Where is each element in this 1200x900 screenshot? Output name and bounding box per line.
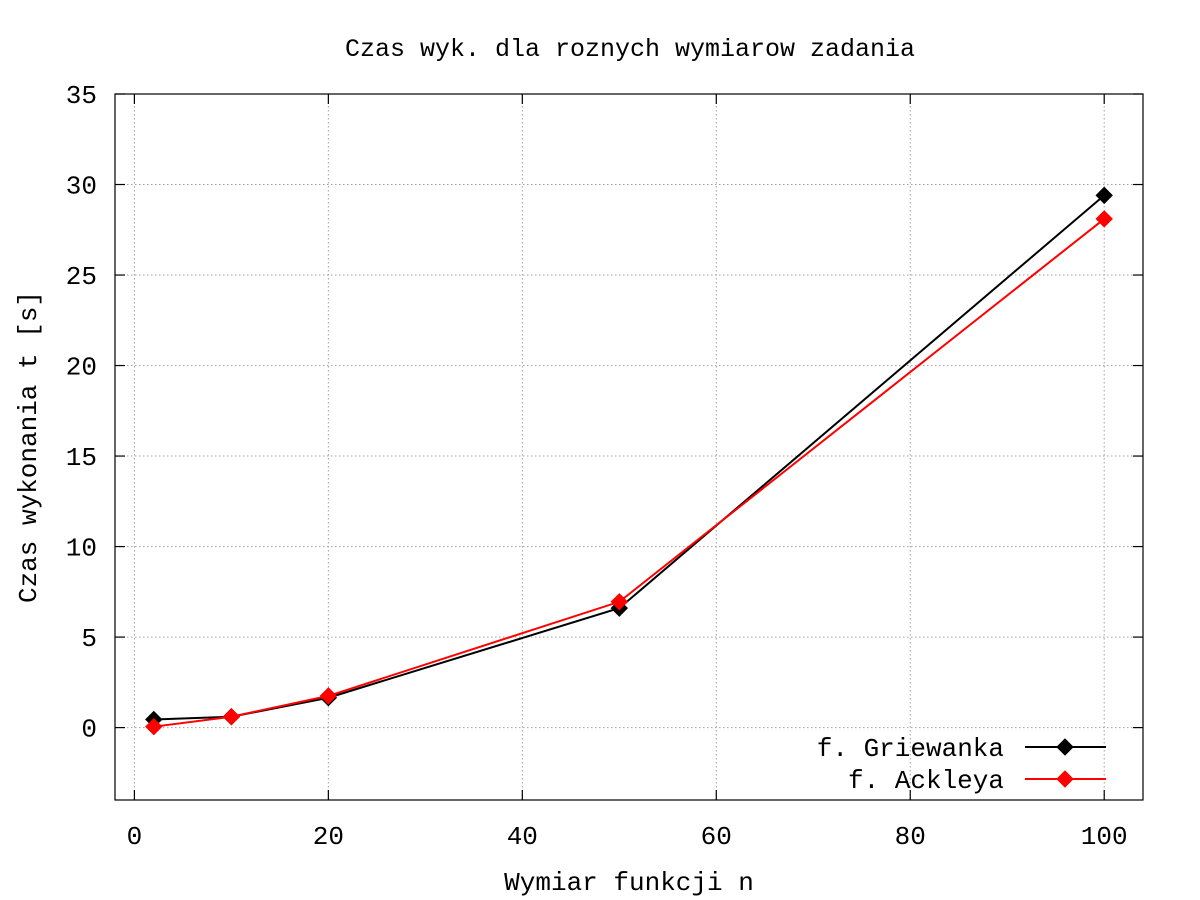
data-point: [222, 708, 241, 726]
x-tick-label: 100: [1081, 822, 1128, 852]
y-tick-label: 5: [81, 624, 97, 654]
legend-label: f. Griewanka: [817, 734, 1004, 764]
y-tick-label: 15: [66, 443, 97, 473]
legend-marker: [1056, 770, 1074, 788]
series-layer: [145, 186, 1113, 736]
series-line: [153, 194, 1105, 721]
y-tick-label: 35: [66, 81, 97, 111]
data-point: [610, 593, 629, 611]
legend-label: f. Ackleya: [848, 766, 1004, 796]
data-point: [145, 717, 163, 736]
y-tick-label: 25: [66, 262, 97, 292]
x-tick-label: 20: [313, 822, 344, 852]
y-tick-label: 30: [66, 172, 97, 202]
y-tick-label: 10: [66, 534, 97, 564]
x-tick-label: 60: [701, 822, 732, 852]
data-point: [1095, 186, 1113, 205]
data-point: [1095, 210, 1113, 228]
x-tick-label: 40: [507, 822, 538, 852]
chart-title: Czas wyk. dla roznych wymiarow zadania: [345, 35, 915, 64]
y-tick-label: 20: [66, 353, 97, 383]
grid: [115, 93, 1143, 800]
y-axis-label: Czas wykonania t [s]: [14, 291, 44, 603]
legend-marker: [1056, 738, 1074, 756]
axis-ticks: 0 20 40 60 80 100 0 5 10 15 20 25 30 35: [66, 81, 1143, 852]
y-tick-label: 0: [81, 715, 97, 745]
series-line: [153, 218, 1105, 728]
x-tick-label: 80: [895, 822, 926, 852]
data-point: [319, 687, 338, 705]
x-axis-label: Wymiar funkcji n: [504, 868, 754, 898]
plot-frame: [114, 93, 1144, 801]
x-tick-label: 0: [127, 822, 143, 852]
